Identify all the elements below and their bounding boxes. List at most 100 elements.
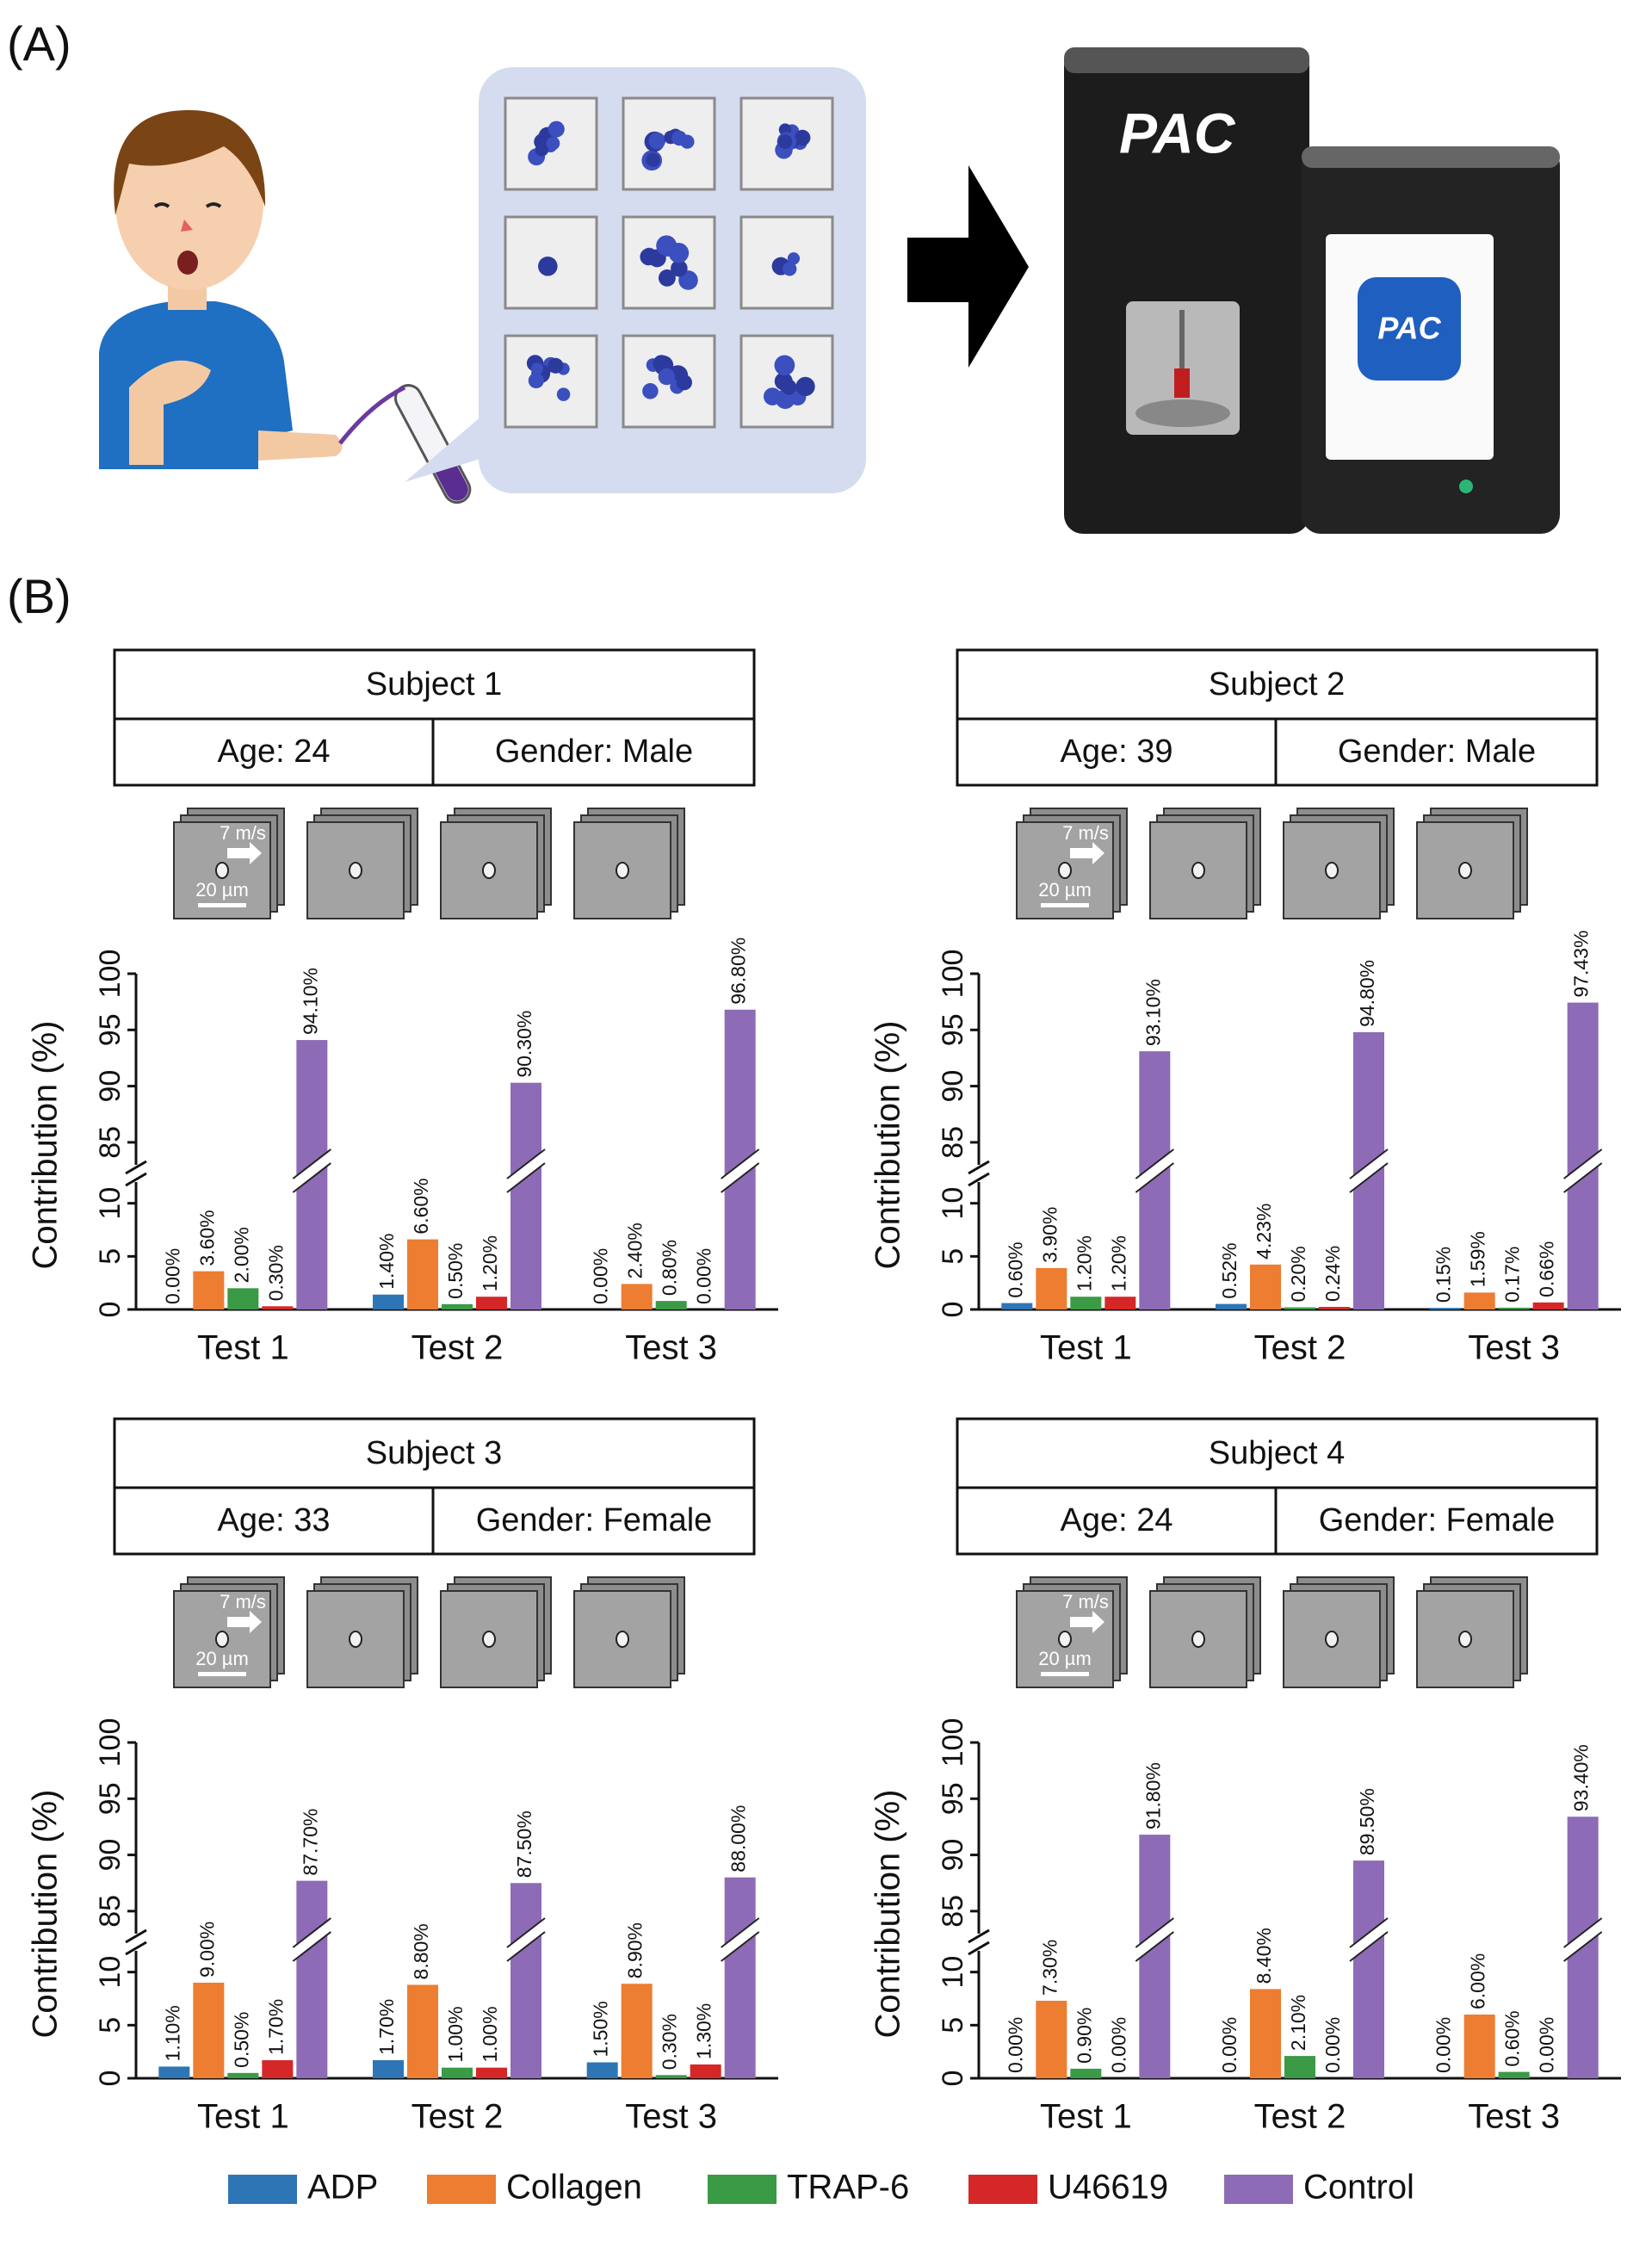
y-axis-label: Contribution (%) [27,1789,65,2038]
bar [158,2066,190,2078]
platelet [671,130,687,146]
platelet [646,152,660,167]
x-tick-label: Test 3 [625,2098,717,2136]
value-label: 94.80% [1356,960,1378,1027]
cell [1058,1631,1072,1648]
y-tick-label: 85 [937,1895,969,1928]
y-tick-label: 0 [94,2071,127,2087]
platelet [546,136,560,151]
chart: Subject 4 Age: 24 Gender: Female 7 m/s 20 µm… [869,1417,1621,2136]
bar [655,1301,687,1309]
value-label: 3.60% [195,1210,218,1266]
platelet [548,121,565,138]
platelet [640,248,658,266]
x-tick-label: Test 1 [197,2098,289,2136]
bar [690,2064,721,2078]
scale-bar [198,903,246,907]
bar-break-edge [721,1931,760,1962]
bar-break-edge [1135,1917,1174,1948]
bar [1284,2056,1315,2078]
axis-break [125,1928,147,1944]
patient-illustration [99,109,472,504]
bar-break-edge [1349,1931,1389,1962]
cell [1458,1631,1472,1648]
y-axis-label: Contribution (%) [869,1789,907,2038]
bar [227,1288,259,1309]
eyes [153,202,222,208]
flow-arrow [227,1611,262,1633]
bar-break [1350,1149,1388,1192]
bar-break [1350,1918,1388,1961]
value-label: 96.80% [727,938,750,1005]
bar [1498,1307,1530,1309]
panel-label: (A) [7,16,71,71]
value-label: 7.30% [1038,1940,1061,1996]
x-tick-label: Test 1 [1040,2098,1132,2136]
bar-break-edge [292,1162,331,1193]
value-label: 93.10% [1142,979,1164,1046]
nose [181,220,193,232]
cell [215,1631,229,1648]
machine-top [1064,47,1309,73]
y-tick-label: 5 [94,2017,127,2033]
axis-break [125,1172,147,1187]
cell [482,1631,496,1648]
bar-break-edge [1135,1162,1174,1193]
bar-break [1563,1149,1602,1192]
speed-label: 7 m/s [1062,1591,1109,1613]
bar-break-edge [1135,1931,1174,1962]
value-label: 1.50% [590,2001,612,2057]
cell [1458,862,1472,879]
axis-break [968,1160,990,1175]
value-label: 4.23% [1253,1204,1275,1260]
platelet [671,259,688,277]
platelet [795,129,811,146]
bar [724,1877,756,2078]
tile [622,215,716,310]
cell [616,862,629,879]
bar [442,2067,473,2078]
chart: Subject 1 Age: 24 Gender: Male 7 m/s 20 µm 0 5… [27,648,778,1367]
value-label: 1.20% [1073,1235,1095,1291]
value-label: 1.10% [161,2005,183,2061]
value-label: 0.80% [659,1240,681,1296]
y-tick-label: 85 [94,1126,127,1159]
bar-break [721,1918,759,1961]
y-axis-label: Contribution (%) [869,1020,907,1269]
bar-break-edge [506,1148,546,1179]
value-label: 89.50% [1356,1788,1378,1855]
value-label: 90.30% [513,1011,535,1078]
x-tick-label: Test 3 [625,1329,717,1367]
bar [621,1284,653,1309]
scale-label: 20 µm [195,879,249,901]
value-label: 0.60% [1004,1241,1026,1297]
flow-arrow [1070,1611,1104,1633]
value-label: 3.90% [1038,1207,1061,1263]
value-label: 1.20% [479,1235,501,1291]
bar [1319,1307,1350,1309]
bar [476,1297,507,1309]
bar-break-edge [292,1917,331,1948]
platelet [658,238,678,257]
bar [373,1294,404,1309]
tile [504,334,598,429]
y-tick-label: 90 [937,1070,969,1103]
platelet [556,387,571,401]
value-label: 97.43% [1570,931,1593,998]
value-label: 0.66% [1536,1241,1558,1297]
platelet [548,357,564,374]
cell [1058,862,1072,879]
power-light [1459,480,1473,493]
bar-break [1563,1918,1602,1961]
bar [193,1271,225,1309]
bar [1139,1835,1171,2078]
value-label: 0.60% [1501,2010,1524,2066]
y-axis-label: Contribution (%) [27,1020,65,1269]
bar [1284,1307,1315,1309]
bar-break-edge [1349,1917,1389,1948]
cell [1191,1631,1205,1648]
axis-break [968,1172,990,1187]
bar-break-edge [1563,1162,1603,1193]
legend-label: ADP [307,2169,378,2207]
y-tick-label: 5 [937,1248,969,1265]
